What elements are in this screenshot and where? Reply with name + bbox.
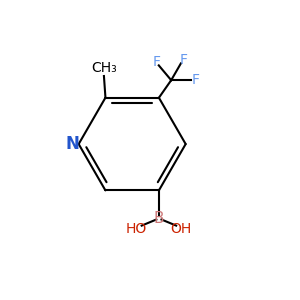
- Text: B: B: [154, 211, 164, 226]
- Text: F: F: [192, 73, 200, 87]
- Text: OH: OH: [171, 222, 192, 236]
- Text: CH₃: CH₃: [91, 61, 117, 75]
- Text: HO: HO: [125, 222, 147, 236]
- Text: N: N: [65, 135, 79, 153]
- Text: F: F: [152, 55, 160, 69]
- Text: F: F: [179, 53, 187, 67]
